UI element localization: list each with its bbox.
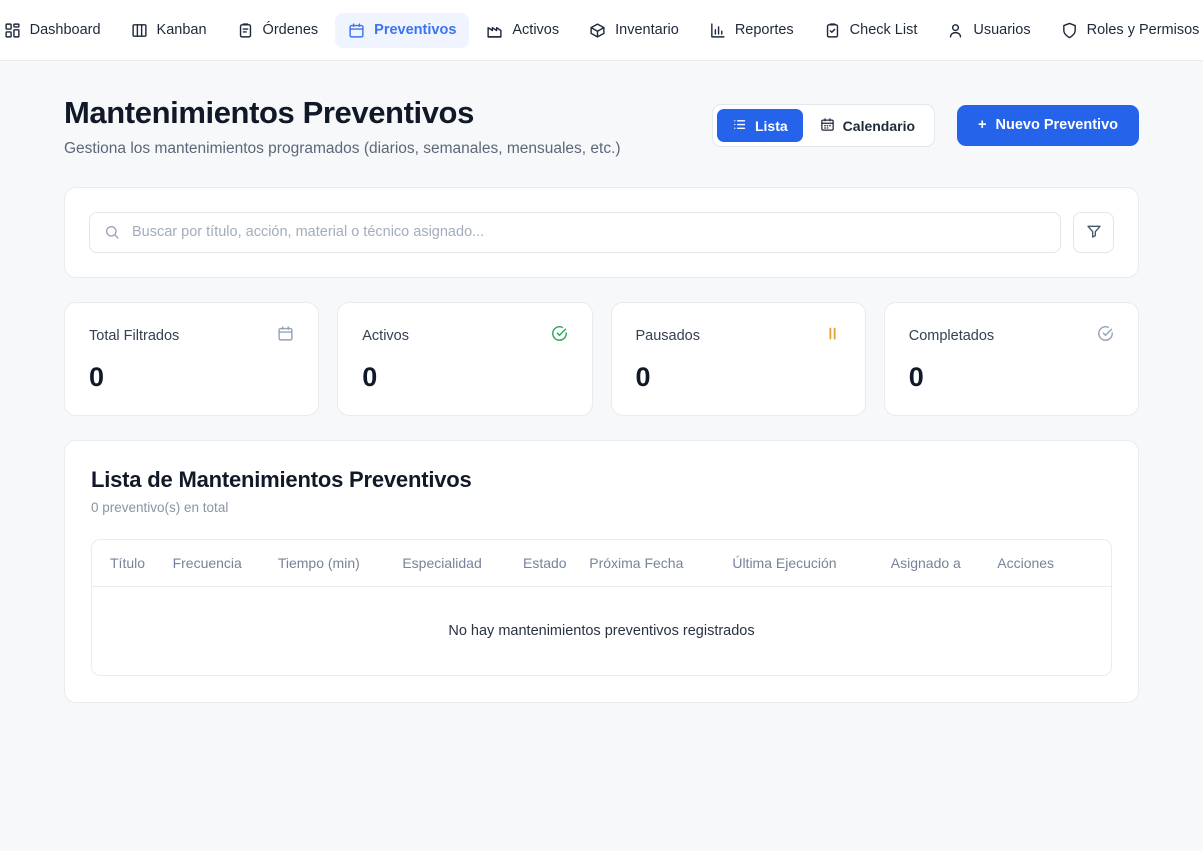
nav-item-usuarios[interactable]: Usuarios (934, 13, 1043, 48)
factory-icon (486, 22, 503, 39)
nav-item-preventivos[interactable]: Preventivos (335, 12, 470, 48)
search-panel (64, 186, 1139, 278)
search-field-wrapper (89, 211, 1061, 253)
filter-button[interactable] (1073, 211, 1114, 253)
preventivos-table: Título Frecuencia Tiempo (min) Especiali… (92, 539, 1111, 675)
view-toggle-calendario[interactable]: Calendario (805, 109, 930, 142)
column-header-acciones[interactable]: Acciones (997, 539, 1111, 587)
stat-value: 0 (362, 361, 378, 392)
nav-item-label: Dashboard (29, 21, 101, 38)
empty-state-message: No hay mantenimientos preventivos regist… (448, 622, 755, 639)
nav-item-label: Usuarios (973, 21, 1031, 38)
grid-icon (4, 22, 21, 39)
page-content: Mantenimientos Preventivos Gestiona los … (0, 61, 1203, 703)
bar-chart-icon (709, 22, 726, 39)
nav-item-label: Reportes (734, 21, 794, 38)
pause-icon (824, 325, 841, 347)
clipboard-icon (237, 22, 254, 39)
nav-item-reportes[interactable]: Reportes (696, 13, 807, 48)
table-header-row: Título Frecuencia Tiempo (min) Especiali… (92, 539, 1111, 587)
stat-label: Activos (362, 327, 409, 344)
page-header-text: Mantenimientos Preventivos Gestiona los … (64, 94, 621, 159)
view-toggle-calendario-label: Calendario (842, 117, 916, 134)
column-header-tiempo[interactable]: Tiempo (min) (277, 539, 403, 587)
column-header-asignado-a[interactable]: Asignado a (890, 539, 998, 587)
list-title: Lista de Mantenimientos Preventivos (91, 466, 472, 492)
stat-label: Pausados (635, 327, 701, 344)
shield-icon (1061, 22, 1078, 39)
user-icon (947, 22, 964, 39)
clipboard-check-icon (824, 22, 841, 39)
calendar-icon (348, 22, 365, 39)
new-preventivo-label: Nuevo Preventivo (995, 117, 1119, 134)
calendar-icon (277, 325, 294, 347)
column-header-estado[interactable]: Estado (522, 539, 590, 587)
nav-item-check-list[interactable]: Check List (811, 13, 931, 48)
stat-value: 0 (89, 361, 105, 392)
stat-card-total-filtrados: Total Filtrados 0 (64, 301, 320, 416)
calendar-icon (820, 117, 835, 134)
nav-item-label: Kanban (156, 21, 207, 38)
list-icon (732, 117, 747, 134)
stat-card-pausados: Pausados 0 (610, 301, 866, 416)
new-preventivo-button[interactable]: + Nuevo Preventivo (957, 105, 1139, 146)
preventivos-list-panel: Lista de Mantenimientos Preventivos 0 pr… (64, 439, 1139, 703)
table-head: Título Frecuencia Tiempo (min) Especiali… (92, 539, 1111, 587)
column-header-frecuencia[interactable]: Frecuencia (172, 539, 278, 587)
nav-item-label: Activos (512, 21, 560, 38)
stat-value: 0 (908, 361, 924, 392)
page-title: Mantenimientos Preventivos (64, 95, 474, 130)
view-toggle-lista-label: Lista (754, 117, 788, 134)
stat-label: Total Filtrados (89, 327, 180, 344)
nav-item-label: Preventivos (374, 21, 457, 38)
stat-card-top: Activos (362, 325, 567, 347)
view-toggle-group: Lista Calendario (711, 104, 936, 147)
nav-item-inventario[interactable]: Inventario (576, 13, 692, 48)
column-header-especialidad[interactable]: Especialidad (402, 539, 523, 587)
nav-item-dashboard[interactable]: Dashboard (0, 13, 114, 48)
table-body: No hay mantenimientos preventivos regist… (92, 586, 1111, 675)
nav-item-label: Órdenes (262, 21, 319, 38)
header-actions: Lista Calendario + Nuevo (711, 94, 1139, 147)
nav-item-label: Roles y Permisos (1086, 21, 1200, 38)
columns-icon (131, 22, 148, 39)
funnel-icon (1086, 223, 1102, 242)
stat-label: Completados (908, 327, 995, 344)
stat-card-top: Pausados (636, 325, 841, 347)
check-circle-icon (551, 325, 568, 347)
nav-item-roles-y-permisos[interactable]: Roles y Permisos (1048, 13, 1203, 48)
stat-card-top: Completados (909, 325, 1114, 347)
view-toggle-lista[interactable]: Lista (716, 109, 803, 142)
box-icon (589, 22, 606, 39)
preventivos-table-wrapper: Título Frecuencia Tiempo (min) Especiali… (91, 538, 1112, 676)
table-empty-row: No hay mantenimientos preventivos regist… (92, 586, 1111, 675)
column-header-proxima-fecha[interactable]: Próxima Fecha (589, 539, 733, 587)
search-input[interactable] (89, 211, 1061, 253)
nav-item-activos[interactable]: Activos (473, 13, 572, 48)
check-circle-icon (1097, 325, 1114, 347)
nav-item-kanban[interactable]: Kanban (118, 13, 220, 48)
stat-card-top: Total Filtrados (89, 325, 294, 347)
column-header-titulo[interactable]: Título (92, 539, 173, 587)
nav-item-ordenes[interactable]: Órdenes (224, 13, 332, 48)
main-navigation: Dashboard Kanban Órdenes Preventivos (0, 0, 1203, 61)
stat-card-completados: Completados 0 (883, 301, 1139, 416)
stat-value: 0 (635, 361, 651, 392)
plus-icon: + (978, 117, 987, 134)
column-header-ultima-ejecucion[interactable]: Última Ejecución (732, 539, 891, 587)
stat-card-activos: Activos 0 (337, 301, 593, 416)
page-header: Mantenimientos Preventivos Gestiona los … (64, 61, 1139, 159)
page-subtitle: Gestiona los mantenimientos programados … (64, 139, 621, 157)
list-subtitle: 0 preventivo(s) en total (91, 500, 229, 516)
stats-row: Total Filtrados 0 Activos 0 (64, 301, 1139, 416)
nav-item-label: Inventario (615, 21, 679, 38)
nav-item-label: Check List (849, 21, 918, 38)
